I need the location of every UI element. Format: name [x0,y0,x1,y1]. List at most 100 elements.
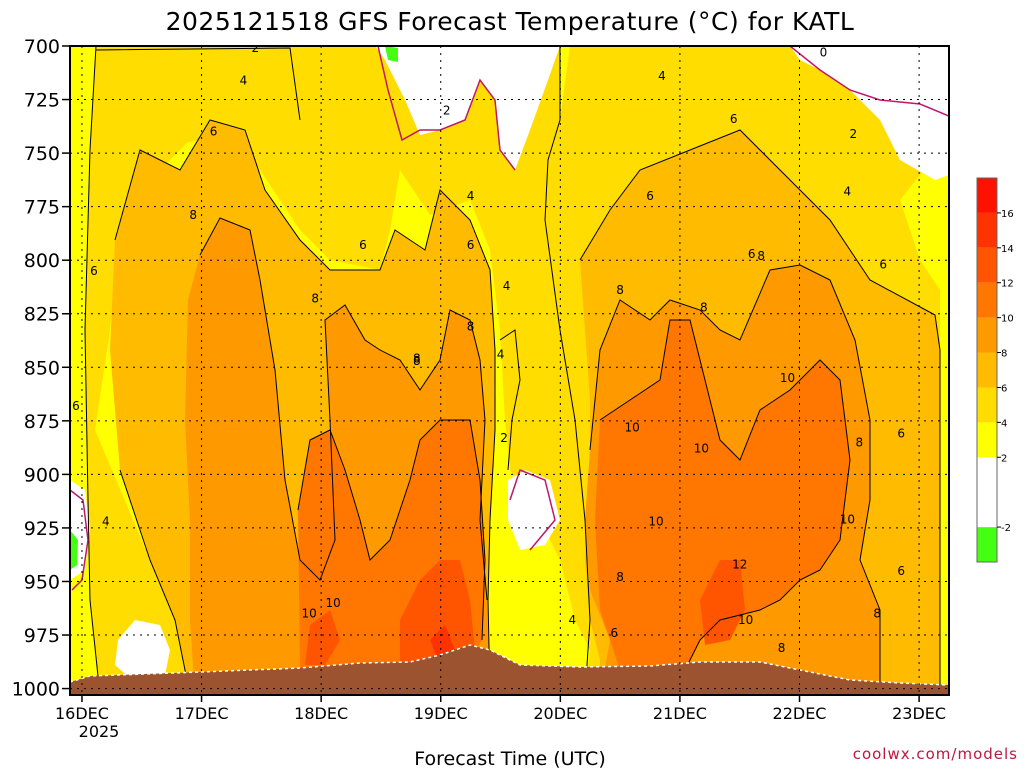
credit-text: coolwx.com/models [853,745,1018,763]
x-tick-label: 23DEC [892,704,946,723]
colorbar-segment [977,457,997,493]
y-tick-label: 750 [24,143,60,165]
isotherm-line [579,129,941,695]
y-tick-label: 950 [24,571,60,593]
contour-label: 2 [252,41,260,55]
contour-label: 2 [850,127,858,141]
contour-label: 10 [840,512,855,526]
contour-label: 8 [189,208,197,222]
colorbar-tick-label: 6 [1001,383,1007,394]
fill-below-2C-top-right [790,46,949,180]
colorbar-segment [977,317,997,353]
contour-label: 4 [844,185,852,199]
contour-label: 6 [210,125,218,139]
x-axis-label: Forecast Time (UTC) [414,748,605,768]
x-axis: 16DEC 17DEC 18DEC 19DEC 20DEC 21DEC 22DEC 23DEC [55,695,946,723]
fill-10-12C-right-core [595,320,850,680]
colorbar-tick-label: 10 [1001,314,1014,325]
colorbar: -2 2 4 6 8 10 12 14 16 [976,177,1014,563]
zero-isotherm-line [789,46,949,117]
x-tick-label: 19DEC [414,704,468,723]
x-tick-label: 17DEC [175,704,229,723]
isotherm-line [119,469,191,695]
colorbar-frame [976,177,998,563]
zero-degree-isotherm [70,46,949,591]
contour-label: 4 [240,73,248,87]
zero-isotherm-line [377,46,516,171]
fill-below-2C-near-surface [115,620,170,678]
colorbar-tick-label: 12 [1001,279,1014,290]
colorbar-segment [977,352,997,388]
contour-label: 8 [413,352,421,366]
fill-below-minus2C-top [385,46,398,62]
contour-label: 8 [873,607,881,621]
x-tick-label: 18DEC [294,704,348,723]
isotherm-line [114,119,496,695]
colorbar-tick-label: 14 [1001,244,1014,255]
contour-label: 4 [568,613,576,627]
colorbar-segment [977,492,997,528]
colorbar-segment [977,422,997,458]
colorbar-segment [977,178,997,213]
contour-label: 10 [780,371,795,385]
contour-label: 12 [732,557,747,571]
contour-label: 10 [624,420,639,434]
contour-label: 10 [302,607,317,621]
x-tick-label: 20DEC [533,704,587,723]
contour-label: 10 [738,613,753,627]
colorbar-segment [977,247,997,283]
colorbar-tick-label: 8 [1001,349,1007,360]
colorbar-segment [977,282,997,318]
isotherm-line [199,217,488,601]
isotherm-line [499,329,521,471]
fill-below-2C-top-center [375,46,560,170]
fill-4-6C-upper-left [96,48,300,200]
contour-label: 8 [311,292,319,306]
fill-12-14C-near-surface-cell [305,610,340,665]
fill-12-14C-right-core [700,560,745,645]
contour-label: 4 [497,347,505,361]
contour-label: 6 [897,427,905,441]
zero-isotherm-line [70,489,89,591]
temperature-fill-layer [70,46,949,695]
contour-label: 8 [700,300,708,314]
colorbar-tick-label: -2 [1001,523,1011,534]
y-tick-label: 925 [24,518,60,540]
contour-label: 6 [897,564,905,578]
y-axis: 700 725 750 775 800 825 850 875 900 925 950 975 1000 [12,36,70,701]
fill-12-14C-left-core [400,560,475,665]
isotherm-line [599,319,851,681]
contour-label: 8 [778,641,786,655]
colorbar-segment [977,387,997,423]
contour-label: 8 [413,354,421,368]
y-tick-label: 900 [24,464,60,486]
y-tick-label: 875 [24,411,60,433]
contour-label: 8 [616,283,624,297]
contour-label: 6 [467,238,475,252]
contour-label: 6 [359,238,367,252]
y-tick-label: 725 [24,90,60,112]
plot-frame [69,45,950,696]
y-tick-label: 800 [24,250,60,272]
colorbar-segment [977,212,997,248]
fill-below-minus2C-left [70,530,78,570]
contour-label: 8 [467,320,475,334]
contour-label: 6 [730,112,738,126]
contour-label: 4 [467,189,475,203]
zero-isotherm-line [509,469,556,551]
y-tick-label: 1000 [12,679,60,701]
contour-label: 6 [72,399,80,413]
x-tick-label: 21DEC [653,704,707,723]
colorbar-tick-label: 4 [1001,418,1007,429]
isotherm-line [544,46,591,695]
y-tick-label: 975 [24,625,60,647]
contour-label: 8 [757,249,765,263]
chart-title: 2025121518 GFS Forecast Temperature (°C)… [166,7,855,36]
isotherm-lines [84,46,941,695]
contour-label: 8 [855,435,863,449]
colorbar-tick-label: 16 [1001,209,1014,220]
contour-label: 6 [646,189,654,203]
y-tick-label: 775 [24,197,60,219]
